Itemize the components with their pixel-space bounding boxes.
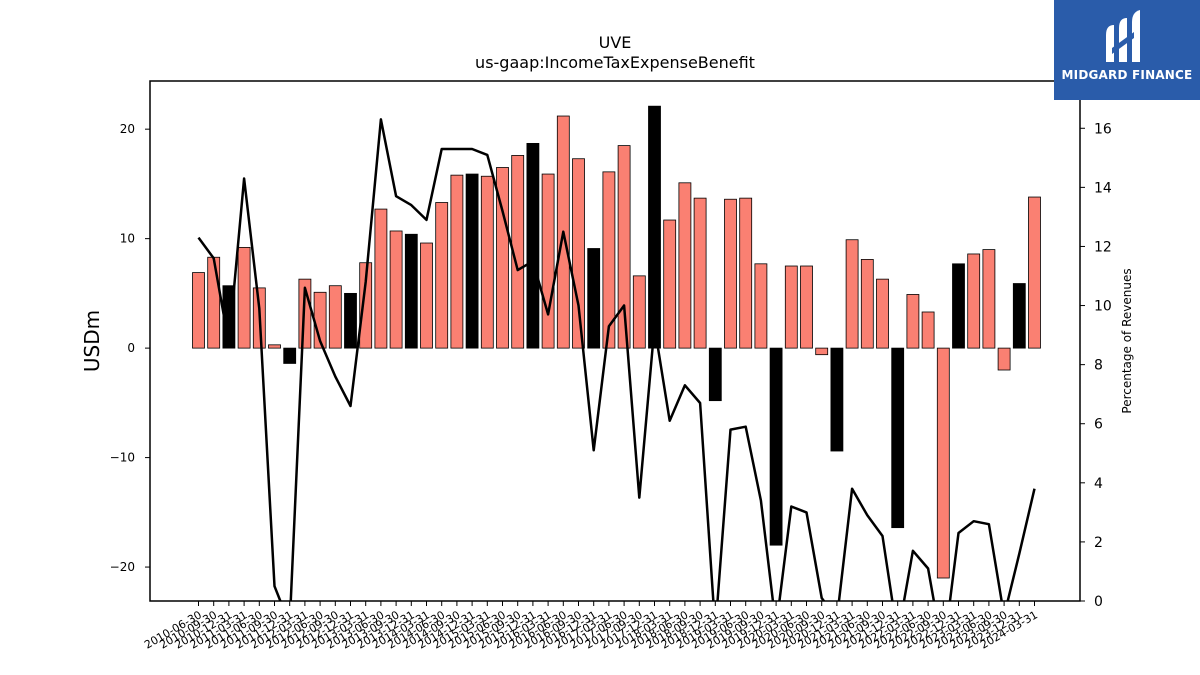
y2-tick-label: 12 xyxy=(1094,239,1112,255)
y2-tick-label: 10 xyxy=(1094,299,1112,315)
bar xyxy=(860,259,874,349)
bar xyxy=(693,197,707,349)
bar xyxy=(632,275,646,349)
bar xyxy=(724,198,737,349)
bar xyxy=(906,294,920,349)
bar xyxy=(876,278,889,349)
y2-axis-label: Percentage of Revenues xyxy=(1120,268,1134,413)
bar xyxy=(237,246,251,349)
bar xyxy=(815,347,829,356)
bar xyxy=(480,175,494,349)
bar xyxy=(708,347,722,402)
bar xyxy=(739,197,753,349)
chart-title: UVE xyxy=(599,33,632,52)
bar xyxy=(374,208,388,349)
bar xyxy=(359,262,373,349)
y-tick-label: 20 xyxy=(120,122,135,136)
bar xyxy=(389,230,403,349)
bar xyxy=(663,219,677,349)
x-axis: 2010-06-302010-09-302010-12-312011-03-31… xyxy=(142,601,1040,652)
bar xyxy=(283,347,297,364)
bar xyxy=(268,344,281,349)
bar xyxy=(435,202,449,349)
y2-tick-label: 16 xyxy=(1094,121,1112,137)
y-tick-label: −10 xyxy=(110,451,135,465)
bar xyxy=(617,145,631,349)
y2-tick-label: 2 xyxy=(1094,535,1103,551)
brand-name: MIDGARD FINANCE xyxy=(1061,68,1193,82)
bar xyxy=(496,167,509,349)
bar xyxy=(526,142,540,349)
bar xyxy=(587,248,601,349)
bar xyxy=(450,174,464,349)
line-series-layer xyxy=(197,118,1036,601)
bar xyxy=(936,347,950,579)
bar xyxy=(769,347,783,546)
bar xyxy=(891,347,905,529)
right-y-axis: 0 2 4 6 8 10 12 14 16 xyxy=(1080,121,1112,610)
bar xyxy=(465,173,479,349)
bar xyxy=(541,173,555,349)
bar xyxy=(678,182,692,349)
bar xyxy=(602,171,616,349)
y-tick-label: 10 xyxy=(120,232,135,246)
bar xyxy=(1028,196,1041,349)
chart-subtitle: us-gaap:IncomeTaxExpenseBenefit xyxy=(475,53,755,72)
y2-tick-label: 4 xyxy=(1094,476,1103,492)
bar xyxy=(420,242,433,349)
y2-tick-label: 6 xyxy=(1094,417,1103,433)
bar xyxy=(952,263,965,349)
bar xyxy=(800,265,813,349)
bar xyxy=(982,249,996,349)
left-y-axis: −20 −10 0 10 20 xyxy=(110,122,150,574)
bar xyxy=(1012,283,1026,349)
bar xyxy=(784,265,798,349)
revenue-percentage-line xyxy=(197,118,1036,601)
y-axis-label: USDm xyxy=(80,310,104,372)
bar xyxy=(967,253,981,349)
bar xyxy=(328,285,342,349)
bar xyxy=(754,263,768,349)
bar xyxy=(997,347,1011,371)
y2-tick-label: 8 xyxy=(1094,358,1103,374)
bar xyxy=(207,256,221,349)
bar xyxy=(572,158,585,349)
bar xyxy=(192,272,205,349)
bar xyxy=(404,233,418,349)
bar xyxy=(648,105,661,349)
y2-tick-label: 0 xyxy=(1094,594,1103,610)
y-tick-label: −20 xyxy=(110,560,135,574)
bar xyxy=(845,239,859,349)
bar xyxy=(344,292,357,349)
bar-series xyxy=(192,105,1041,579)
bar xyxy=(921,311,935,349)
y-tick-label: 0 xyxy=(127,341,135,355)
plot-frame xyxy=(149,80,1081,602)
y2-tick-label: 14 xyxy=(1094,180,1112,196)
midgard-logo-icon xyxy=(1106,10,1140,62)
brand-logo: MIDGARD FINANCE xyxy=(1054,0,1200,100)
bar xyxy=(830,347,844,452)
